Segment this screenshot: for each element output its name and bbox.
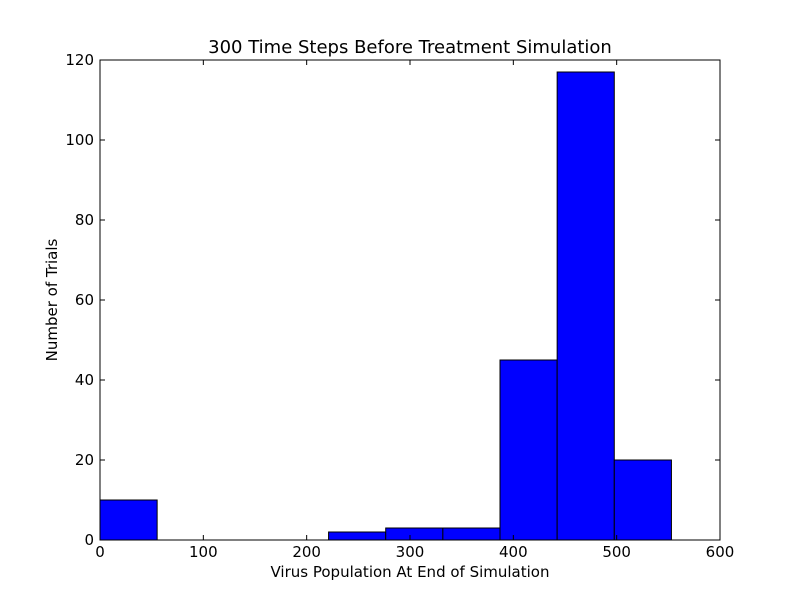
y-tick-label: 100 xyxy=(65,131,94,149)
x-tick-label: 200 xyxy=(292,543,321,561)
y-tick-label: 20 xyxy=(75,451,94,469)
histogram-bar xyxy=(613,459,672,541)
histogram-bar xyxy=(499,359,558,541)
y-axis-label: Number of Trials xyxy=(43,238,61,361)
histogram-bar xyxy=(442,527,501,541)
bars-layer xyxy=(99,71,672,541)
histogram-bar xyxy=(328,531,387,541)
x-tick-label: 400 xyxy=(499,543,528,561)
x-axis-label: Virus Population At End of Simulation xyxy=(271,563,550,581)
y-tick-label: 40 xyxy=(75,371,94,389)
ticks-layer: 0 100 200 300 400 500 600 0 20 40 60 80 100 120 xyxy=(65,51,734,561)
x-tick-label: 300 xyxy=(396,543,425,561)
chart-title: 300 Time Steps Before Treatment Simulati… xyxy=(208,37,612,58)
x-tick-label: 0 xyxy=(95,543,105,561)
y-tick-label: 60 xyxy=(75,291,94,309)
x-tick-label: 600 xyxy=(706,543,735,561)
x-tick-label: 100 xyxy=(189,543,218,561)
histogram-bar xyxy=(385,527,444,541)
y-tick-label: 0 xyxy=(84,531,94,549)
histogram-bar xyxy=(99,499,158,541)
y-tick-label: 120 xyxy=(65,51,94,69)
histogram-bar xyxy=(556,71,615,541)
y-tick-label: 80 xyxy=(75,211,94,229)
plot-frame xyxy=(99,59,721,541)
x-tick-label: 500 xyxy=(602,543,631,561)
